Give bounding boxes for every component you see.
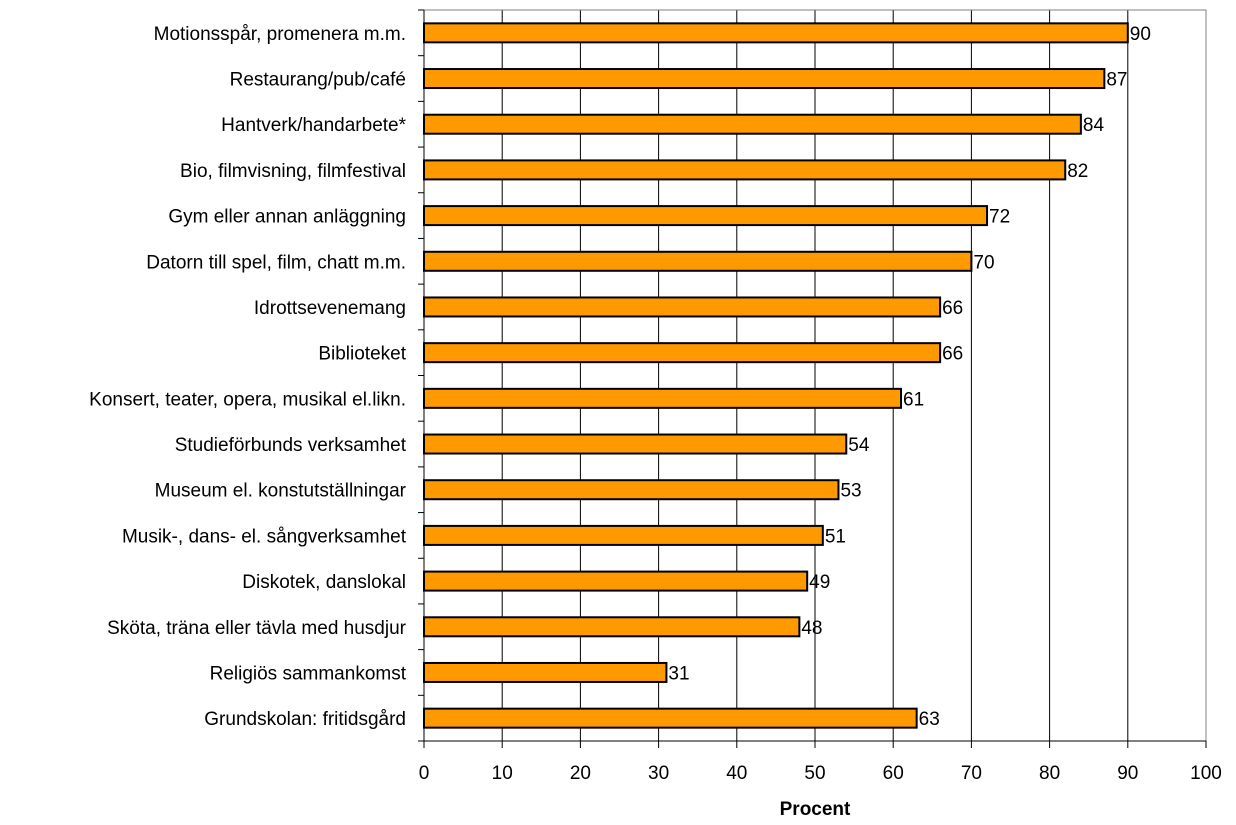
- data-label-1: 87: [1106, 70, 1127, 91]
- bars: [423, 22, 1129, 729]
- bar-14: [423, 661, 668, 683]
- data-label-12: 49: [809, 572, 830, 593]
- data-label-7: 66: [942, 344, 963, 365]
- category-label-15: Grundskolan: fritidsgård: [204, 709, 406, 730]
- bar-7: [423, 342, 942, 364]
- data-label-5: 70: [973, 252, 994, 273]
- data-label-3: 82: [1067, 161, 1088, 182]
- bar-8: [423, 387, 903, 409]
- x-tick-label-50: 50: [804, 763, 825, 784]
- axes: [418, 9, 1207, 748]
- category-label-2: Hantverk/handarbete*: [221, 115, 406, 136]
- data-label-10: 53: [840, 481, 861, 502]
- data-label-8: 61: [903, 389, 924, 410]
- x-tick-label-80: 80: [1039, 763, 1060, 784]
- category-label-1: Restaurang/pub/café: [230, 70, 406, 91]
- data-label-0: 90: [1130, 24, 1151, 45]
- data-label-4: 72: [989, 207, 1010, 228]
- x-tick-label-40: 40: [726, 763, 747, 784]
- category-label-3: Bio, filmvisning, filmfestival: [180, 161, 406, 182]
- bar-4: [423, 205, 989, 227]
- bar-13: [423, 616, 801, 638]
- bar-9: [423, 433, 848, 455]
- bar-15: [423, 707, 918, 729]
- category-label-14: Religiös sammankomst: [210, 663, 407, 684]
- x-tick-label-70: 70: [961, 763, 982, 784]
- data-label-15: 63: [919, 709, 940, 730]
- category-label-8: Konsert, teater, opera, musikal el.likn.: [89, 389, 406, 410]
- bar-10: [423, 479, 840, 501]
- x-axis-title: Procent: [780, 799, 851, 820]
- data-label-11: 51: [825, 526, 846, 547]
- bar-12: [423, 570, 809, 592]
- category-label-6: Idrottsevenemang: [254, 298, 406, 319]
- bar-11: [423, 524, 824, 546]
- bar-0: [423, 22, 1129, 44]
- category-label-13: Sköta, träna eller tävla med husdjur: [107, 618, 407, 639]
- x-tick-label-100: 100: [1190, 763, 1222, 784]
- x-tick-label-60: 60: [883, 763, 904, 784]
- category-label-4: Gym eller annan anläggning: [168, 207, 406, 228]
- bar-2: [423, 113, 1082, 135]
- x-tick-label-30: 30: [648, 763, 669, 784]
- category-label-12: Diskotek, danslokal: [242, 572, 406, 593]
- data-label-14: 31: [668, 663, 689, 684]
- bar-5: [423, 250, 973, 272]
- category-label-11: Musik-, dans- el. sångverksamhet: [122, 526, 407, 547]
- bar-6: [423, 296, 942, 318]
- data-label-9: 54: [848, 435, 870, 456]
- x-tick-label-10: 10: [492, 763, 513, 784]
- labels: 90 Motionsspår, promenera m.m. 87 Restauran…: [89, 24, 1222, 784]
- data-label-13: 48: [801, 618, 822, 639]
- category-label-0: Motionsspår, promenera m.m.: [154, 24, 406, 45]
- data-label-2: 84: [1083, 115, 1105, 136]
- category-label-5: Datorn till spel, film, chatt m.m.: [146, 252, 406, 273]
- x-tick-label-0: 0: [419, 763, 430, 784]
- bar-3: [423, 159, 1067, 181]
- x-tick-label-20: 20: [570, 763, 591, 784]
- category-label-7: Biblioteket: [318, 344, 406, 365]
- bar-1: [423, 68, 1106, 90]
- x-tick-label-90: 90: [1117, 763, 1138, 784]
- category-label-10: Museum el. konstutställningar: [155, 481, 407, 502]
- category-label-9: Studieförbunds verksamhet: [175, 435, 407, 456]
- data-label-6: 66: [942, 298, 963, 319]
